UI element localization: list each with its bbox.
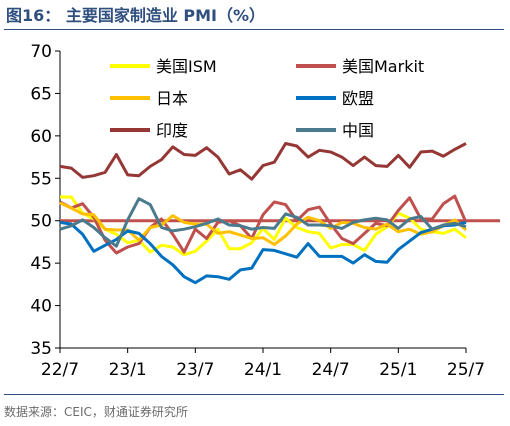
pmi-line-chart: 35 40 45 50 55 60 65 70 22/7 23/1 23/7 24/1 24/7 25/…: [30, 42, 500, 380]
y-tick-label: 35: [30, 339, 52, 359]
y-tick-label: 70: [30, 42, 52, 62]
x-tick-label: 23/1: [109, 360, 147, 380]
chart-title: 图16： 主要国家制造业 PMI（%）: [6, 6, 266, 25]
legend-label: 欧盟: [342, 89, 374, 108]
legend-label: 中国: [342, 121, 374, 140]
x-axis: 22/7 23/1 23/7 24/1 24/7 25/1 25/7: [41, 347, 485, 380]
y-tick-label: 40: [30, 297, 52, 317]
series-line: [59, 142, 467, 181]
x-tick-label: 22/7: [41, 360, 79, 380]
legend-label: 美国ISM: [156, 57, 217, 76]
series-line: [59, 194, 468, 255]
x-tick-label: 24/7: [312, 360, 350, 380]
series-line: [59, 197, 467, 248]
x-tick-label: 25/1: [379, 360, 417, 380]
series-lines: [59, 142, 500, 285]
y-tick-label: 60: [30, 127, 52, 147]
y-axis: 35 40 45 50 55 60 65 70: [30, 42, 61, 359]
y-tick-label: 45: [30, 254, 52, 274]
legend-label: 印度: [156, 121, 188, 140]
y-tick-label: 55: [30, 169, 52, 189]
y-tick-label: 65: [30, 84, 52, 104]
y-tick-label: 50: [30, 212, 52, 232]
source-note: 数据来源：CEIC，财通证券研究所: [4, 405, 188, 419]
x-tick-label: 25/7: [447, 360, 485, 380]
legend-label: 日本: [156, 89, 188, 108]
x-tick-label: 24/1: [244, 360, 282, 380]
series-line: [59, 220, 467, 285]
title-divider: [4, 29, 504, 30]
source-divider: [4, 394, 504, 395]
legend-label: 美国Markit: [342, 57, 424, 76]
x-tick-label: 23/7: [176, 360, 214, 380]
